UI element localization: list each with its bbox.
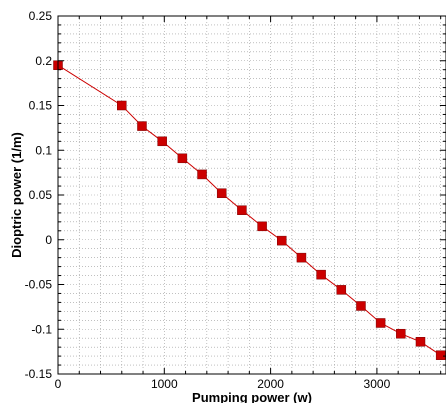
data-series — [53, 60, 446, 360]
data-point — [277, 235, 287, 246]
data-point — [137, 121, 147, 131]
data-point — [117, 100, 127, 111]
data-point — [396, 328, 406, 339]
data-point — [336, 285, 347, 295]
y-tick-label: -0.15 — [25, 367, 53, 381]
x-tick-label: 2000 — [257, 377, 284, 391]
x-tick-label: 1000 — [151, 377, 178, 391]
y-tick-label: 0.1 — [35, 143, 52, 157]
x-tick-label: 3000 — [364, 377, 391, 391]
axis-ticks: 0 1000 2000 3000 -0.15 -0.1 -0.05 0 0.05 0.1 0.15 0… — [25, 9, 446, 391]
x-axis-title: Pumping power (w) — [192, 390, 312, 403]
data-point — [415, 337, 426, 347]
data-point — [316, 269, 326, 280]
x-tick-label: 0 — [55, 377, 62, 391]
data-point — [177, 153, 188, 164]
data-point — [197, 169, 207, 180]
data-point — [216, 188, 227, 198]
data-point — [157, 136, 167, 147]
data-point — [237, 205, 247, 215]
y-tick-label: 0.15 — [29, 99, 53, 113]
data-point — [356, 301, 366, 311]
y-tick-label: -0.1 — [31, 322, 52, 336]
data-point — [435, 350, 446, 360]
y-tick-label: 0.2 — [35, 54, 52, 68]
data-point — [257, 221, 267, 232]
y-tick-label: 0.25 — [29, 9, 53, 23]
y-tick-label: -0.05 — [25, 278, 53, 292]
y-tick-label: 0 — [45, 233, 52, 247]
data-point — [375, 318, 386, 328]
data-point — [296, 252, 307, 263]
plot-background — [58, 16, 446, 374]
y-tick-label: 0.05 — [29, 188, 53, 202]
y-axis-title: Dioptric power (1/m) — [9, 132, 24, 258]
